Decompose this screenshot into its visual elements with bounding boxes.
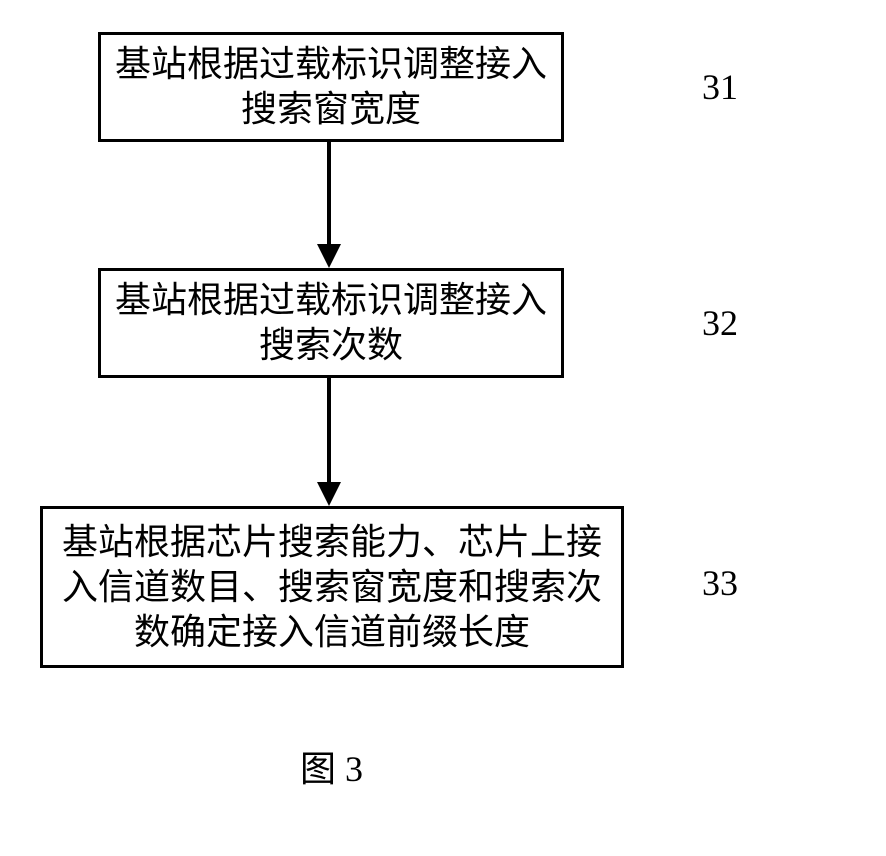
flow-arrow-2-shaft [327,378,331,482]
flow-box-3-text: 基站根据芯片搜索能力、芯片上接入信道数目、搜索窗宽度和搜索次数确定接入信道前缀长… [55,520,609,655]
flowchart-canvas: 基站根据过载标识调整接入搜索窗宽度 31 基站根据过载标识调整接入搜索次数 32… [0,0,886,856]
flow-label-2-text: 32 [702,303,738,343]
flow-label-3-text: 33 [702,563,738,603]
flow-arrow-1-head [317,244,341,268]
flow-box-1: 基站根据过载标识调整接入搜索窗宽度 [98,32,564,142]
flow-box-2-text: 基站根据过载标识调整接入搜索次数 [113,278,549,368]
flow-box-3: 基站根据芯片搜索能力、芯片上接入信道数目、搜索窗宽度和搜索次数确定接入信道前缀长… [40,506,624,668]
flow-label-1-text: 31 [702,67,738,107]
flow-label-2: 32 [702,302,738,344]
flow-arrow-1-shaft [327,142,331,244]
flow-arrow-2-head [317,482,341,506]
flow-label-3: 33 [702,562,738,604]
flow-label-1: 31 [702,66,738,108]
figure-caption-text: 图 3 [300,749,363,789]
figure-caption: 图 3 [300,740,363,792]
flow-box-1-text: 基站根据过载标识调整接入搜索窗宽度 [113,42,549,132]
flow-box-2: 基站根据过载标识调整接入搜索次数 [98,268,564,378]
